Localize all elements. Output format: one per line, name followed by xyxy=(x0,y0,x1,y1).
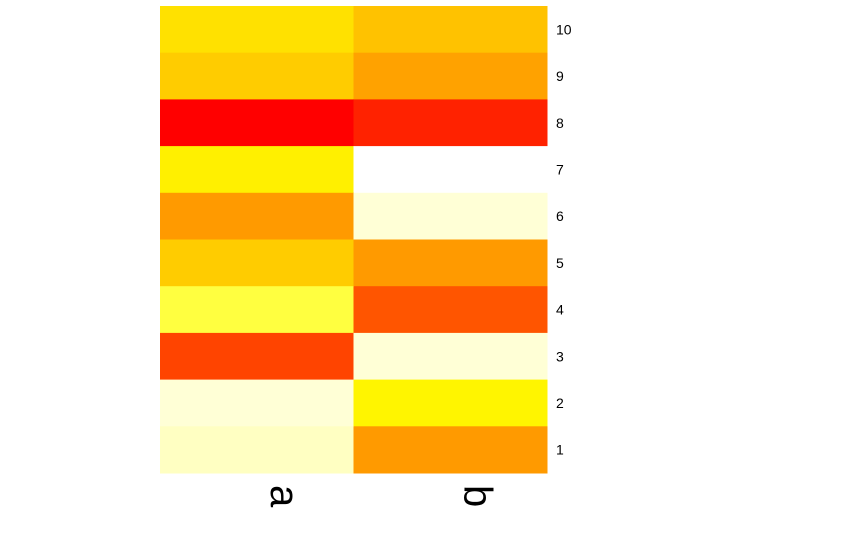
heatmap-cell-a-9 xyxy=(160,52,354,100)
heatmap-cell-b-1 xyxy=(353,426,548,474)
row-label-7: 7 xyxy=(556,161,564,177)
heatmap-cell-b-5 xyxy=(353,239,548,287)
row-label-5: 5 xyxy=(556,255,564,271)
heatmap-cell-a-4 xyxy=(160,286,354,334)
row-label-1: 1 xyxy=(556,442,564,458)
heatmap-cell-b-7 xyxy=(353,146,548,194)
row-label-3: 3 xyxy=(556,348,564,364)
heatmap-cell-b-2 xyxy=(353,379,548,427)
row-label-4: 4 xyxy=(556,302,564,318)
heatmap-cell-b-3 xyxy=(353,332,548,381)
heatmap-cell-a-10 xyxy=(160,6,354,54)
heatmap-cell-b-8 xyxy=(353,99,548,147)
row-label-6: 6 xyxy=(556,208,564,224)
heatmap-cell-b-9 xyxy=(353,52,548,100)
row-label-10: 10 xyxy=(556,21,572,37)
column-label-a: a xyxy=(262,485,306,508)
heatmap-cell-a-1 xyxy=(160,426,354,474)
column-label-b: b xyxy=(455,485,499,507)
heatmap-cell-a-8 xyxy=(160,99,354,147)
row-label-9: 9 xyxy=(556,68,564,84)
heatmap-cell-a-7 xyxy=(160,146,354,194)
heatmap-cell-b-6 xyxy=(353,192,548,240)
heatmap-cell-a-5 xyxy=(160,239,354,287)
heatmap-cell-a-2 xyxy=(160,379,354,427)
row-label-8: 8 xyxy=(556,115,564,131)
row-label-2: 2 xyxy=(556,395,564,411)
heatmap-cell-a-3 xyxy=(160,332,354,381)
heatmap-cell-b-4 xyxy=(353,286,548,334)
heatmap-cell-a-6 xyxy=(160,192,354,240)
heatmap-cell-b-10 xyxy=(353,6,548,54)
